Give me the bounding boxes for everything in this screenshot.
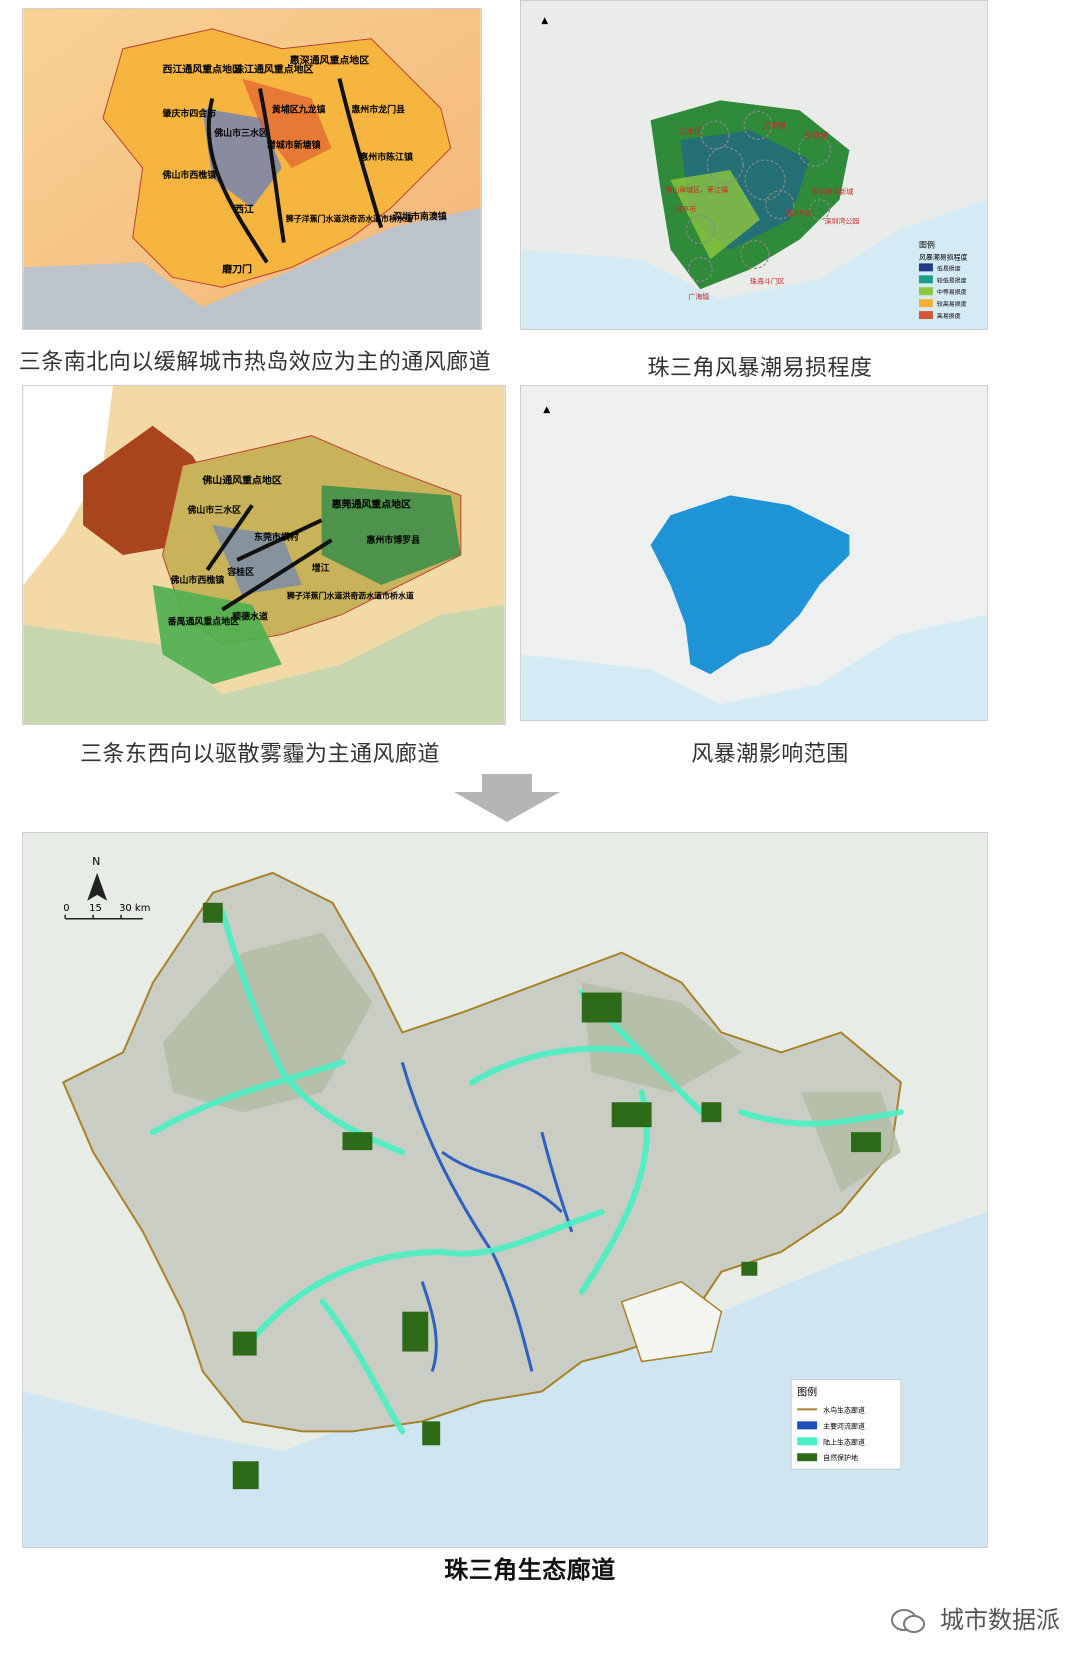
label-huiguan-zone: 惠莞通风重点地区	[332, 497, 411, 510]
label-panyu: 番禺通风重点地区	[167, 616, 240, 628]
svg-text:中等易损度: 中等易损度	[937, 288, 967, 296]
label-huishen: 惠深通风重点地区	[290, 54, 369, 67]
risk-circles	[685, 110, 832, 282]
label-shiziyang: 狮子洋蕉门水道洪奇沥水道市桥水道	[285, 214, 413, 224]
svg-text:较高易损度: 较高易损度	[937, 300, 967, 308]
label-sihui: 肇庆市四会市	[163, 107, 217, 119]
svg-text:风暴潮易损程度: 风暴潮易损程度	[919, 252, 968, 261]
svg-text:图例: 图例	[797, 1385, 817, 1398]
eco-corridor-legend: 图例 水鸟生态廊道 主要河流廊道 陆上生态廊道 自然保护地	[790, 1378, 902, 1470]
svg-text:0: 0	[63, 903, 69, 914]
map-panel-storm-extent: ▲	[520, 385, 988, 721]
label-chenjiang: 惠州市陈江镇	[359, 151, 413, 163]
label-xintang: 增城市新塘镇	[267, 139, 321, 151]
label-sanshui: 佛山市三水区	[213, 127, 268, 139]
label-sanshui-p3: 佛山市三水区	[186, 504, 241, 516]
corridor-arrow-foshan	[205, 504, 254, 572]
north-arrow-p4: ▲	[543, 405, 550, 415]
map-panel-eco-corridor: N 0 15 30 km 图例 水鸟生态廊道 主要河流廊道 陆上生态廊道 自然保…	[22, 832, 988, 1548]
label-sanshui-district: 三水区	[678, 126, 702, 136]
label-boluo: 惠州市博罗县	[366, 534, 420, 546]
watermark-text: 城市数据派	[940, 1606, 1060, 1634]
label-xiqiao-p3: 佛山市西樵镇	[170, 574, 225, 586]
svg-text:15: 15	[89, 903, 102, 914]
corridor-arrow-west	[206, 97, 269, 264]
svg-text:自然保护地: 自然保护地	[823, 1453, 858, 1462]
caption-heat-island: 三条南北向以缓解城市热岛效应为主的通风廊道	[18, 350, 492, 375]
north-arrow: ▲	[541, 16, 548, 26]
caption-storm-extent: 风暴潮影响范围	[691, 742, 849, 767]
svg-text:水鸟生态廊道: 水鸟生态廊道	[823, 1405, 865, 1414]
storm-vulnerability-legend: 图例 风暴潮易损程度 低易损度 较低易损度 中等易损度 较高易损度 高易损度	[918, 239, 968, 320]
label-foshan-zone: 佛山通风重点地区	[201, 473, 281, 486]
svg-text:30 km: 30 km	[119, 903, 150, 914]
eco-corridor-map: N 0 15 30 km 图例 水鸟生态廊道 主要河流廊道 陆上生态廊道 自然保…	[23, 833, 987, 1547]
svg-text:高易损度: 高易损度	[937, 312, 961, 320]
map-panel-haze: 佛山通风重点地区 惠莞通风重点地区 佛山市三水区 东莞市横村 惠州市博罗县 容桂…	[22, 385, 506, 725]
label-hengcun: 东莞市横村	[254, 531, 299, 543]
label-nansha: 南沙片区	[785, 209, 813, 218]
label-zengjiang: 增江	[312, 562, 330, 574]
label-kaiping: 开平市	[675, 205, 696, 214]
corridor-arrow-east	[337, 78, 384, 229]
north-arrow-main: N	[87, 855, 108, 901]
scale-bar: 0 15 30 km	[63, 903, 150, 920]
label-shunde: 顺德水道	[232, 611, 268, 623]
label-xintang-town: 新塘镇	[805, 130, 829, 140]
caption-storm-vulnerability: 珠三角风暴潮易损程度	[647, 356, 873, 381]
label-zhujiang: 珠江通风重点地区	[234, 63, 313, 76]
label-guanghai: 广海镇	[688, 292, 709, 301]
label-shiziyang-p3: 狮子洋蕉门水道洪奇沥水道市桥水道	[286, 591, 414, 601]
heat-island-map: 西江通风重点地区 珠江通风重点地区 惠深通风重点地区 肇庆市四会市 佛山市三水区…	[23, 9, 481, 329]
label-modaomen: 磨刀门	[221, 262, 252, 275]
map-panel-heat-island: 西江通风重点地区 珠江通风重点地区 惠深通风重点地区 肇庆市四会市 佛山市三水区…	[22, 8, 482, 330]
label-nanao: 深圳市南澳镇	[393, 211, 447, 223]
svg-text:图例: 图例	[919, 239, 935, 249]
hong-kong-area	[620, 1280, 723, 1363]
label-doumen: 珠海斗门区	[750, 276, 785, 285]
map-panel-storm-vulnerability: ▲ 三水区 江南镇 新塘镇 佛山禅城区、荣江镇 开平市 深圳海洋新城 南沙片区 …	[520, 0, 988, 330]
storm-vulnerability-map: ▲ 三水区 江南镇 新塘镇 佛山禅城区、荣江镇 开平市 深圳海洋新城 南沙片区 …	[521, 1, 987, 329]
label-xijiang: 西江通风重点地区	[163, 63, 242, 76]
watermark: 城市数据派	[890, 1600, 1060, 1635]
label-ronggui: 容桂区	[226, 566, 254, 578]
wechat-icon	[891, 1609, 926, 1633]
storm-extent-map: ▲	[521, 386, 987, 720]
svg-text:主要河流廊道: 主要河流廊道	[823, 1421, 865, 1430]
label-jiangnan: 江南镇	[762, 120, 786, 130]
haze-dispersal-map: 佛山通风重点地区 惠莞通风重点地区 佛山市三水区 东莞市横村 惠州市博罗县 容桂…	[23, 386, 505, 724]
corridor-arrow-dongguan	[236, 518, 323, 562]
caption-haze: 三条东西向以驱散雾霾为主通风廊道	[79, 742, 440, 767]
nature-reserves	[202, 902, 881, 1490]
label-jiulong: 黄埔区九龙镇	[272, 103, 326, 115]
label-ocean-new-city: 深圳海洋新城	[812, 187, 854, 196]
svg-text:N: N	[92, 855, 100, 868]
svg-text:低易损度: 低易损度	[937, 264, 961, 272]
label-chancheng: 佛山禅城区、荣江镇	[666, 185, 729, 194]
label-shenzhen-bay: 深圳湾公园	[825, 217, 860, 226]
label-longmen: 惠州市龙门县	[351, 103, 405, 115]
label-xijiang-river: 西江	[234, 203, 254, 216]
main-title: 珠三角生态廊道	[444, 1556, 616, 1584]
down-arrow-icon	[454, 774, 560, 822]
label-xiqiao: 佛山市西樵镇	[162, 169, 217, 181]
corridor-arrow-pearl	[258, 88, 286, 243]
svg-text:较低易损度: 较低易损度	[937, 276, 967, 284]
svg-text:陆上生态廊道: 陆上生态廊道	[823, 1437, 865, 1446]
corridor-arrow-panyu	[221, 538, 333, 612]
